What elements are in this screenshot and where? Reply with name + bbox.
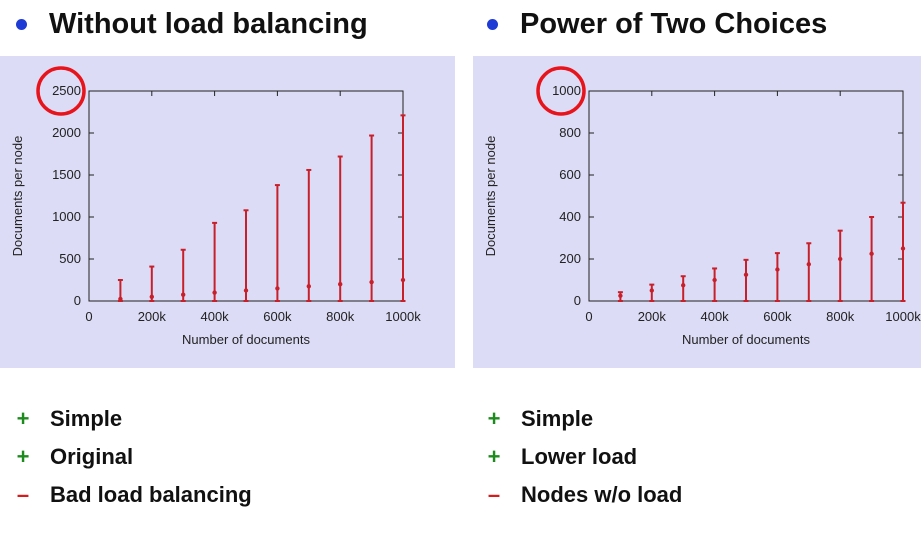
bullet-icon <box>487 18 498 30</box>
minus-mark: – <box>16 482 30 507</box>
mean-point <box>681 283 686 288</box>
y-axis-label: Documents per node <box>10 136 25 257</box>
highlight-circle <box>536 66 586 116</box>
mean-point <box>806 262 811 267</box>
list-item: + Simple <box>0 400 252 438</box>
y-tick-label: 600 <box>559 167 581 182</box>
heading-text: Without load balancing <box>49 7 368 40</box>
heading-text: Power of Two Choices <box>520 7 828 40</box>
list-item-text: Lower load <box>521 444 638 469</box>
mean-point <box>900 246 906 251</box>
mean-point <box>275 286 280 291</box>
plus-mark: + <box>487 444 501 469</box>
x-tick-label: 800k <box>326 309 355 324</box>
mean-point <box>369 279 374 285</box>
x-tick-label: 600k <box>263 309 292 324</box>
x-tick-label: 400k <box>700 309 729 324</box>
plus-mark: + <box>487 406 501 431</box>
list-item-text: Bad load balancing <box>50 482 252 507</box>
y-tick-label: 1500 <box>52 167 81 182</box>
mean-point <box>838 256 843 262</box>
mean-point <box>869 251 874 256</box>
mean-point <box>181 292 186 297</box>
mean-point <box>775 267 780 272</box>
chart-svg: 0 500 1000 1500 2000 2500 0 200k 400k 600k 800k 100… <box>10 66 421 347</box>
list-item: + Simple <box>471 400 682 438</box>
panel-heading: Power of Two Choices <box>471 4 827 44</box>
mean-point <box>149 294 154 299</box>
plus-mark: + <box>16 406 30 431</box>
list-item-text: Simple <box>50 406 123 431</box>
panel-power-of-two-choices: Power of Two Choices 0 200 400 600 800 1000 0 2… <box>471 0 921 536</box>
x-axis-label: Number of documents <box>182 332 310 347</box>
list-item-text: Simple <box>521 406 594 431</box>
y-tick-label: 2000 <box>52 125 81 140</box>
y-axis-label: Documents per node <box>483 136 498 257</box>
x-tick-label: 600k <box>763 309 792 324</box>
plus-mark: + <box>16 444 30 469</box>
mean-point <box>338 282 343 287</box>
x-tick-label: 0 <box>585 309 592 324</box>
list-item-text: Nodes w/o load <box>521 482 683 507</box>
mean-point <box>306 284 311 289</box>
minus-mark: – <box>487 482 501 507</box>
x-tick-label: 1000k <box>885 309 921 324</box>
y-tick-label: 1000 <box>52 209 81 224</box>
y-tick-label: 500 <box>59 251 81 266</box>
y-tick-label: 0 <box>574 293 581 308</box>
highlight-circle <box>36 66 86 116</box>
x-tick-label: 800k <box>826 309 855 324</box>
pros-cons-list: + Simple + Original – Bad load balancing <box>0 400 252 514</box>
list-item-text: Original <box>50 444 134 469</box>
mean-point <box>118 296 123 302</box>
y-tick-label: 200 <box>559 251 581 266</box>
x-tick-label: 400k <box>200 309 229 324</box>
y-tick-label: 400 <box>559 209 581 224</box>
panel-heading: Without load balancing <box>0 4 368 44</box>
list-item: – Bad load balancing <box>0 476 252 514</box>
y-tick-label: 0 <box>74 293 81 308</box>
list-item: + Original <box>0 438 252 476</box>
x-axis-label: Number of documents <box>682 332 810 347</box>
chart-svg: 0 200 400 600 800 1000 0 200k 400k 600k 800k 1000k N… <box>483 66 921 347</box>
mean-point <box>400 277 406 283</box>
panel-without-load-balancing: Without load balancing 0 500 1000 1500 2000 2… <box>0 0 460 536</box>
mean-point <box>243 288 249 293</box>
x-tick-label: 1000k <box>385 309 421 324</box>
pros-cons-list: + Simple + Lower load – Nodes w/o load <box>471 400 683 514</box>
mean-point <box>618 293 623 298</box>
list-item: – Nodes w/o load <box>471 476 682 514</box>
x-tick-label: 0 <box>85 309 92 324</box>
x-tick-label: 200k <box>638 309 667 324</box>
y-tick-label: 2500 <box>52 83 81 98</box>
x-tick-label: 200k <box>138 309 167 324</box>
mean-point <box>743 272 749 277</box>
mean-point <box>212 290 217 295</box>
chart-power-of-two-choices: 0 200 400 600 800 1000 0 200k 400k 600k 800k 1000k N… <box>473 56 921 368</box>
mean-point <box>712 277 717 283</box>
list-item: + Lower load <box>471 438 682 476</box>
chart-without-load-balancing: 0 500 1000 1500 2000 2500 0 200k 400k 600k 800k 100… <box>0 56 455 368</box>
y-tick-label: 1000 <box>552 83 581 98</box>
mean-point <box>649 288 654 293</box>
y-tick-label: 800 <box>559 125 581 140</box>
bullet-icon <box>16 18 27 30</box>
